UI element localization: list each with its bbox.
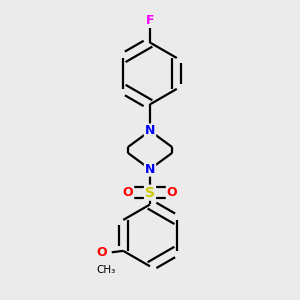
Text: N: N [145,163,155,176]
Text: N: N [145,124,155,137]
Text: S: S [145,186,155,200]
Text: F: F [146,14,154,27]
Text: O: O [96,246,107,259]
Text: O: O [123,186,133,199]
Text: CH₃: CH₃ [96,265,115,275]
Text: O: O [167,186,177,199]
